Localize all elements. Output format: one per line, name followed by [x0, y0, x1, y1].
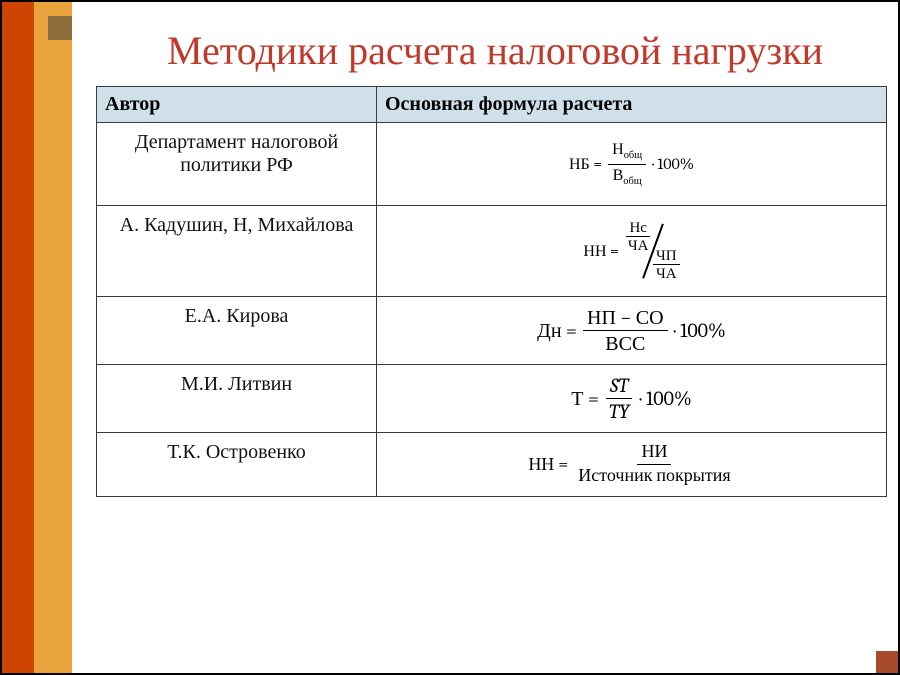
- fraction: Нобщ Вобщ: [608, 141, 646, 186]
- formula-eq: НБ = Нобщ Вобщ · 100%: [569, 141, 694, 186]
- decor-square-br: [876, 651, 898, 673]
- formula-cell: Дн = НП − СО ВСС · 100%: [377, 297, 887, 365]
- frac-num: ST: [606, 375, 632, 399]
- frac-num: Нс: [626, 220, 650, 237]
- author-cell: Т.К. Островенко: [97, 433, 377, 497]
- formula-tail: · 100%: [652, 155, 694, 173]
- decor-stripe-left: [2, 2, 34, 673]
- formula-tail: · 100%: [640, 387, 692, 410]
- frac-den: TY: [605, 399, 634, 422]
- author-cell: А. Кадушин, Н, Михайлова: [97, 206, 377, 297]
- formula-cell: Т = ST TY · 100%: [377, 365, 887, 433]
- compound-fraction: Нс ЧА ЧП ЧА: [625, 222, 680, 280]
- table-header-row: Автор Основная формула расчета: [97, 87, 887, 123]
- den-base: В: [613, 166, 624, 184]
- col-header-author: Автор: [97, 87, 377, 123]
- formula-tail: · 100%: [674, 319, 726, 342]
- formula-eq: НН = Нс ЧА ЧП ЧА: [583, 222, 679, 280]
- num-sub: общ: [624, 150, 642, 162]
- col-header-formula: Основная формула расчета: [377, 87, 887, 123]
- den-sub: общ: [623, 175, 641, 187]
- fraction: НИ Источник покрытия: [574, 443, 734, 486]
- decor-stripe-right: [34, 2, 72, 673]
- formula-lhs: Т: [571, 387, 583, 410]
- author-cell: Департамент налоговой политики РФ: [97, 123, 377, 206]
- formula-lhs: НН: [528, 454, 554, 475]
- frac-den: ВСС: [601, 331, 649, 354]
- frac-num: НИ: [637, 443, 671, 465]
- author-cell: Е.А. Кирова: [97, 297, 377, 365]
- formula-cell: НН = Нс ЧА ЧП ЧА: [377, 206, 887, 297]
- formula-eq: Т = ST TY · 100%: [571, 375, 692, 422]
- frac-num: НП − СО: [583, 307, 668, 331]
- frac-den: ЧА: [625, 237, 652, 254]
- author-cell: М.И. Литвин: [97, 365, 377, 433]
- frac-den: ЧА: [653, 265, 680, 282]
- formula-lhs: НБ: [569, 155, 590, 173]
- table-row: М.И. Литвин Т = ST TY · 100%: [97, 365, 887, 433]
- formula-cell: НБ = Нобщ Вобщ · 100%: [377, 123, 887, 206]
- formula-cell: НН = НИ Источник покрытия: [377, 433, 887, 497]
- fraction: ST TY: [605, 375, 634, 422]
- table-row: А. Кадушин, Н, Михайлова НН = Нс ЧА ЧП: [97, 206, 887, 297]
- formula-lhs: НН: [583, 242, 606, 260]
- slide-content: Методики расчета налоговой нагрузки Авто…: [90, 2, 900, 497]
- formula-eq: Дн = НП − СО ВСС · 100%: [537, 307, 726, 354]
- page-title: Методики расчета налоговой нагрузки: [90, 26, 900, 76]
- num-base: Н: [612, 140, 624, 158]
- frac-num: ЧП: [653, 248, 680, 265]
- decor-square-tl: [48, 16, 72, 40]
- frac-den: Источник покрытия: [574, 465, 734, 486]
- formula-eq: НН = НИ Источник покрытия: [528, 443, 734, 486]
- table-row: Т.К. Островенко НН = НИ Источник покрыти…: [97, 433, 887, 497]
- table-row: Департамент налоговой политики РФ НБ = Н…: [97, 123, 887, 206]
- methods-table: Автор Основная формула расчета Департаме…: [96, 86, 887, 497]
- fraction: НП − СО ВСС: [583, 307, 668, 354]
- table-row: Е.А. Кирова Дн = НП − СО ВСС · 100%: [97, 297, 887, 365]
- formula-lhs: Дн: [537, 319, 561, 342]
